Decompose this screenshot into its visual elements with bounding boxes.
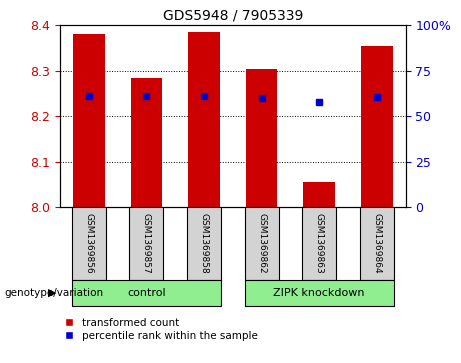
Text: GSM1369862: GSM1369862 (257, 213, 266, 274)
Bar (361, 46, 393, 207)
Text: control: control (127, 287, 165, 298)
Bar (303, 182, 335, 207)
Text: GSM1369863: GSM1369863 (315, 213, 324, 274)
Text: GSM1369856: GSM1369856 (84, 213, 93, 274)
Title: GDS5948 / 7905339: GDS5948 / 7905339 (163, 9, 303, 23)
Bar (246, 69, 278, 207)
Legend: transformed count, percentile rank within the sample: transformed count, percentile rank withi… (65, 318, 258, 341)
Text: GSM1369858: GSM1369858 (200, 213, 208, 274)
Bar (188, 32, 220, 207)
Text: ▶: ▶ (48, 287, 57, 298)
Text: GSM1369857: GSM1369857 (142, 213, 151, 274)
Text: ZIPK knockdown: ZIPK knockdown (273, 287, 365, 298)
Text: GSM1369864: GSM1369864 (372, 213, 381, 274)
Bar (73, 34, 105, 207)
Text: genotype/variation: genotype/variation (5, 287, 104, 298)
Bar (130, 78, 162, 207)
